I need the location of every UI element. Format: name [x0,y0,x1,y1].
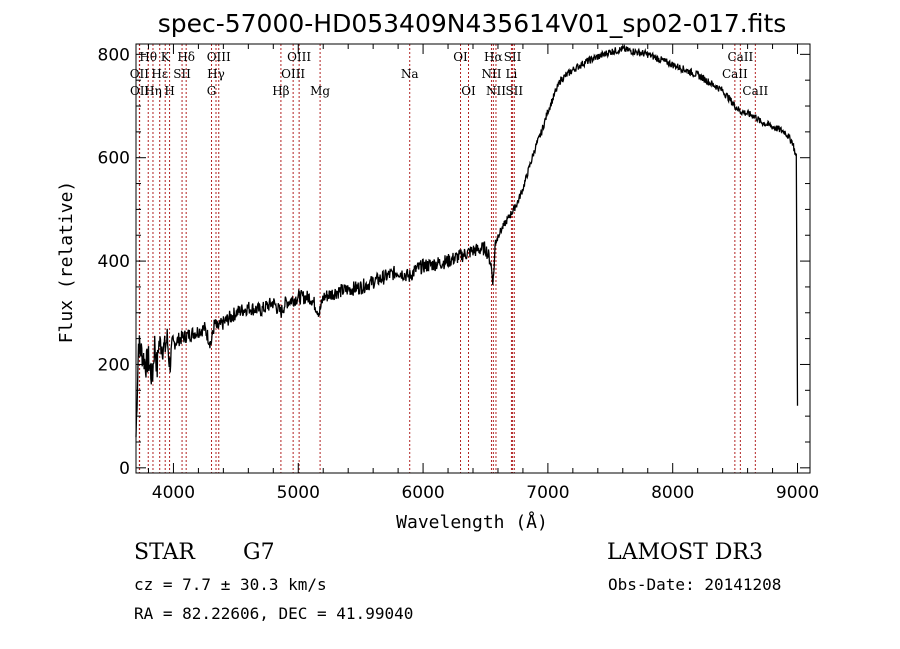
x-tick-label: 7000 [526,483,569,503]
y-axis-label: Flux (relative) [56,181,77,344]
spectral-line-label: CaII [742,84,768,98]
plot-frame [135,43,811,474]
spectral-line-label: NII [481,67,501,81]
chart-title: spec-57000-HD053409N435614V01_sp02-017.f… [158,9,787,38]
y-tick-label: 400 [98,252,130,272]
y-tick-label: 0 [119,459,130,479]
spectral-line-label: OII [130,84,150,98]
redshift-cz: cz = 7.7 ± 30.3 km/s [134,575,327,594]
spectral-line-label: OIII [207,50,231,64]
spectral-line-label: OI [453,50,468,64]
spectral-line-label: Hθ [139,50,157,64]
x-tick-label: 9000 [776,483,819,503]
x-tick-label: 4000 [152,483,195,503]
spectral-line-label: Na [401,67,419,81]
x-tick-label: 8000 [651,483,694,503]
spectral-line-label: OIII [281,67,305,81]
spectral-line-label: Hδ [177,50,195,64]
spectral-line-label: Li [506,67,518,81]
object-class: STAR [134,540,195,565]
spectral-line-label: Hγ [207,67,225,81]
spectral-line-label: H [164,84,174,98]
spectral-line-label: SII [504,50,522,64]
spectral-line-label: Mg [310,84,330,98]
survey-name: LAMOST DR3 [607,540,763,565]
spectrum-series-line [135,43,799,438]
y-tick-label: 600 [98,149,130,169]
spectral-line-label: OI [461,84,476,98]
y-tick-label: 800 [98,45,130,65]
x-axis-label: Wavelength (Å) [396,511,548,533]
spectral-line-label: Hη [144,84,162,98]
x-tick-label: 5000 [277,483,320,503]
y-tick-label: 200 [98,355,130,375]
spectral-line-label: CaII [727,50,753,64]
object-subclass: G7 [243,540,275,565]
spectral-line-label: Hε [151,67,168,81]
observation-date: Obs-Date: 20141208 [608,575,782,594]
spectral-line-label: K [161,50,171,64]
spectral-line-label: OII [130,67,150,81]
spectral-line-label: SII [173,67,191,81]
spectral-line-label: G [207,84,217,98]
spectral-line-label: CaII [722,67,748,81]
spectral-line-label: SII [505,84,523,98]
x-tick-label: 6000 [401,483,444,503]
spectral-line-label: Hα [484,50,503,64]
ra-dec-coordinates: RA = 82.22606, DEC = 41.99040 [134,604,414,623]
spectral-line-label: OIII [287,50,311,64]
spectral-line-label: Hβ [272,84,289,98]
spectral-line-label: NII [486,84,506,98]
